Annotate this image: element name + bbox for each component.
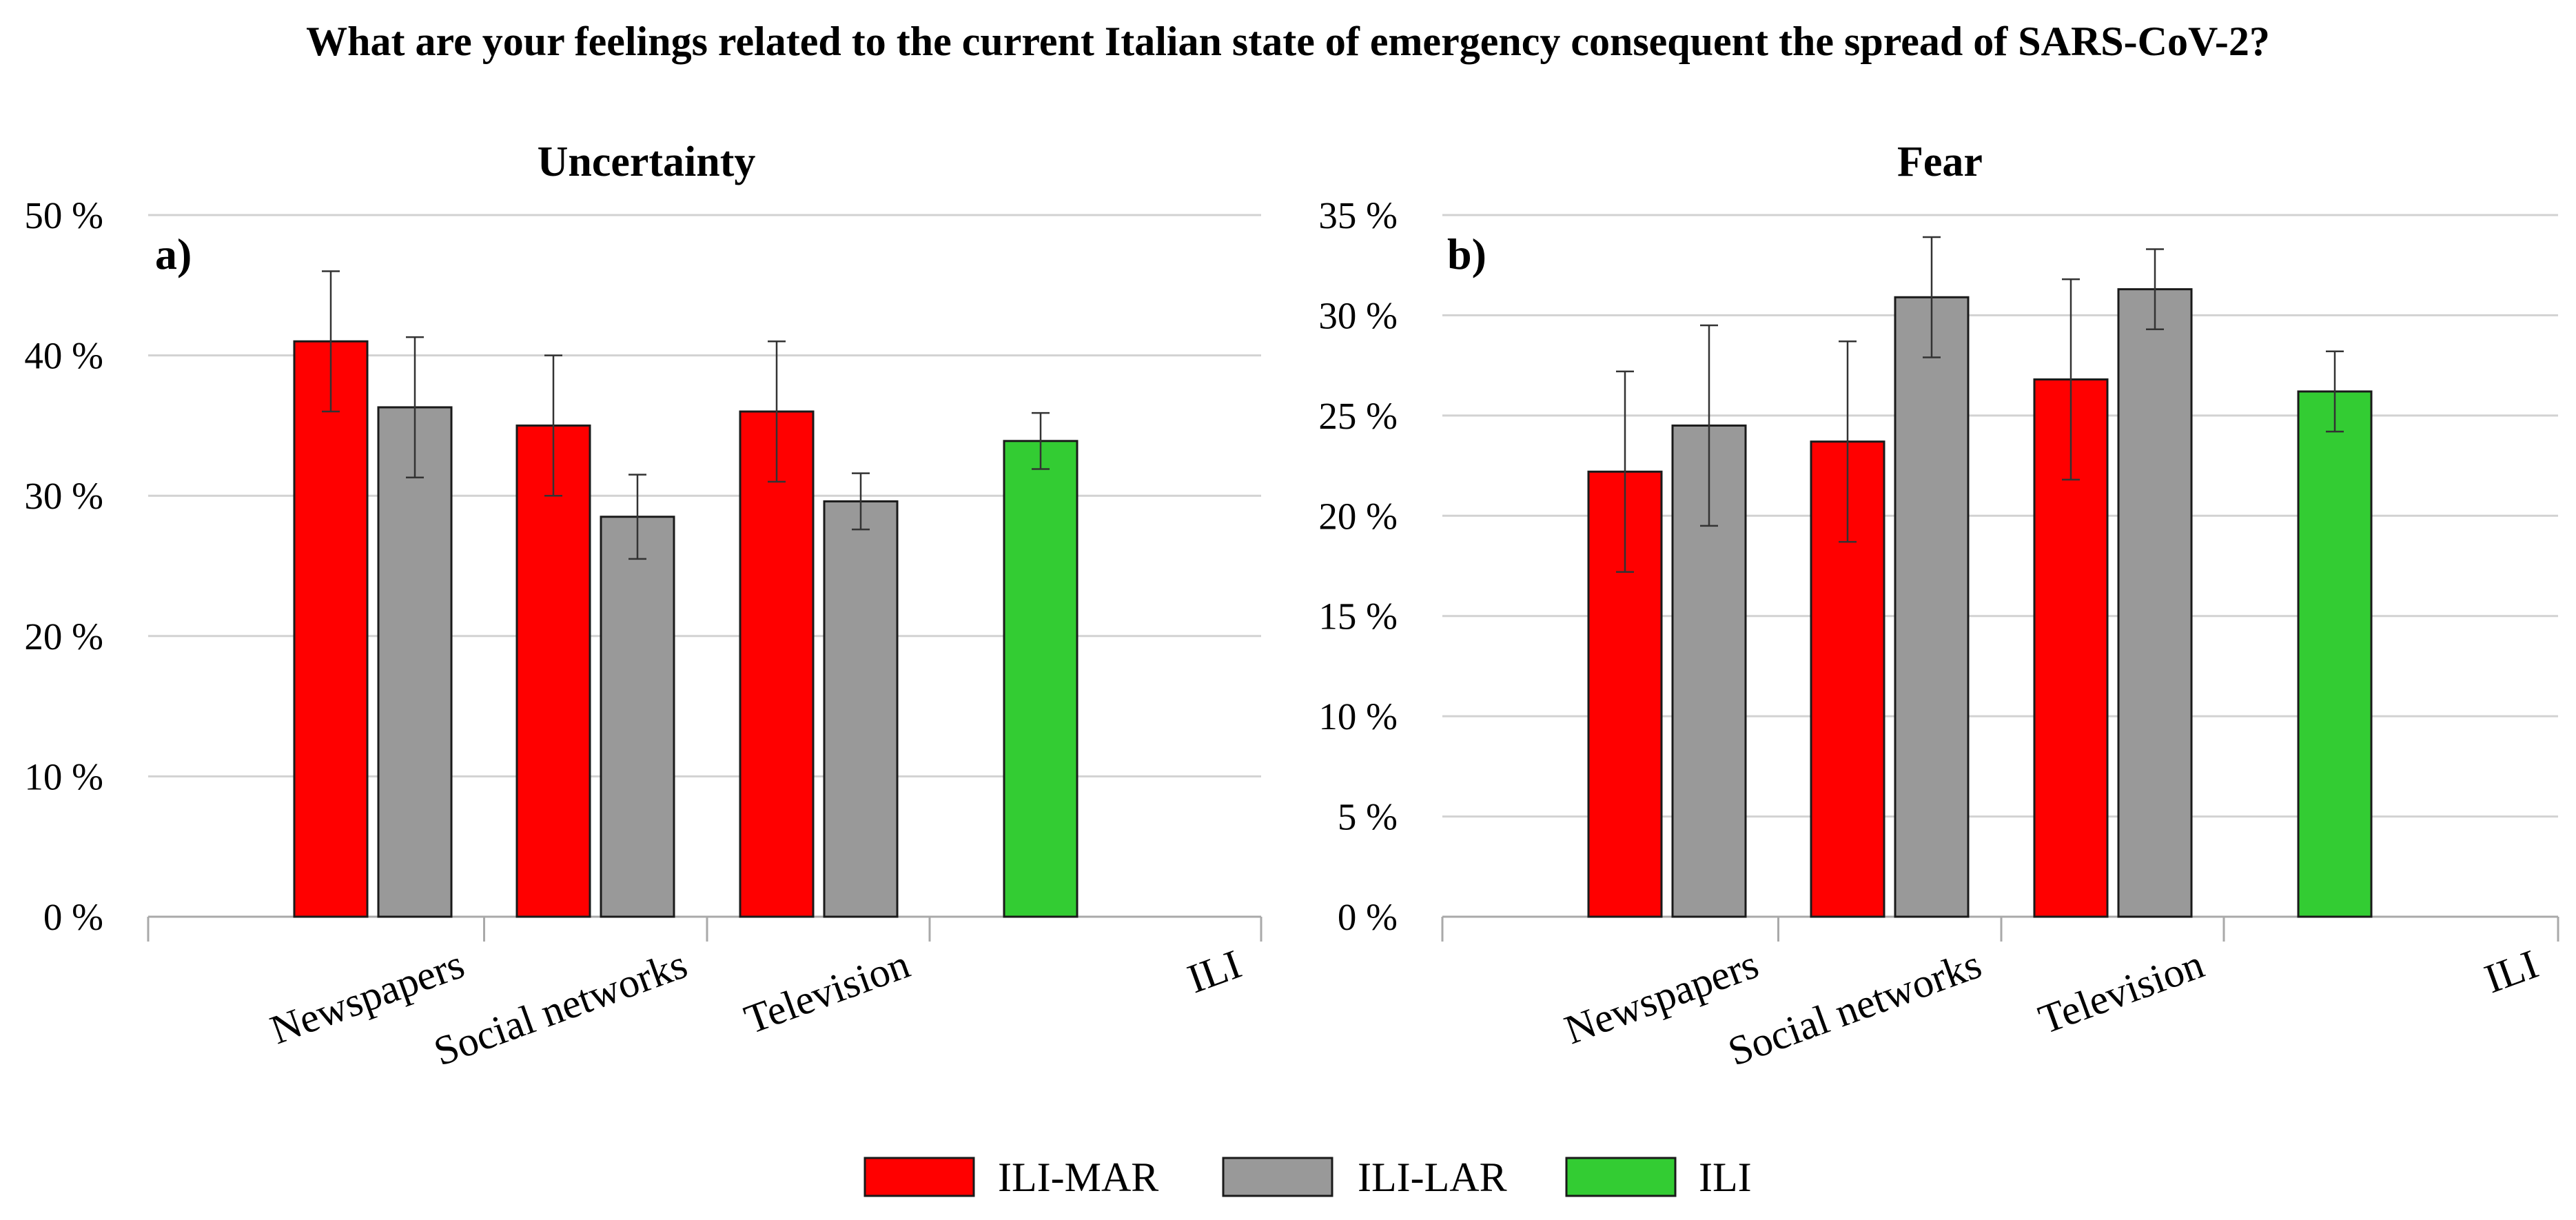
error-bar-ili-lar-television [2146,248,2164,331]
y-tick-label: 5 % [1338,796,1398,838]
bar-ili-lar-social-networks [1894,296,1970,918]
x-tick-label-ili: ILI [2479,941,2544,1002]
error-bar-ili-mar-social-networks [544,354,562,497]
error-bar-ili-mar-television [2062,278,2080,481]
bar-ili-ili [2297,390,2373,918]
error-bar-ili-lar-newspapers [1700,324,1718,527]
y-tick-label: 20 % [1318,495,1398,537]
error-bar-ili-lar-social-networks [628,474,646,560]
y-tick-label: 0 % [1338,896,1398,938]
panel-title-fear: Fear [1897,139,1983,185]
bar-ili-ili [1003,440,1079,918]
legend-item-ili-lar: ILI-LAR [1222,1155,1507,1200]
legend-swatch-ili [1565,1157,1677,1197]
chart-panel-fear: Fear b) 0 %5 %10 %15 %20 %25 %30 %35 %Ne… [1318,139,2559,1075]
y-tick-label: 20 % [24,616,103,658]
y-tick-label: 30 % [1318,294,1398,336]
bar-ili-mar-social-networks [515,424,591,918]
legend-item-ili: ILI [1565,1155,1752,1200]
error-bar-ili-lar-television [852,472,870,531]
legend-item-ili-mar: ILI-MAR [863,1155,1158,1200]
panel-label-b: b) [1447,230,1486,278]
legend-swatch-ili-lar [1222,1157,1333,1197]
y-tick-label: 35 % [1318,194,1398,236]
x-tick-label-television: Television [2033,941,2210,1042]
y-tick-label: 15 % [1318,596,1398,638]
bar-ili-lar-television [823,500,899,918]
legend-swatch-ili-mar [863,1157,975,1197]
y-tick-label: 10 % [24,755,103,797]
bar-ili-lar-newspapers [377,406,453,918]
error-bar-ili-mar-newspapers [1616,370,1634,573]
y-tick-label: 30 % [24,475,103,517]
bar-ili-lar-social-networks [600,516,675,918]
legend-label-ili: ILI [1699,1155,1752,1200]
error-bar-ili-lar-social-networks [1923,236,1941,358]
panel-title-uncertainty: Uncertainty [538,139,756,185]
legend-label-ili-lar: ILI-LAR [1358,1155,1507,1200]
error-bar-ili-ili [1032,411,1050,470]
y-tick-label: 40 % [24,335,103,377]
figure-title: What are your feelings related to the cu… [306,19,2270,64]
x-tick-label-social-networks: Social networks [1722,941,1987,1075]
y-tick-label: 25 % [1318,395,1398,437]
chart-legend: ILI-MAR ILI-LAR ILI [863,1155,1752,1200]
error-bar-ili-mar-newspapers [322,270,340,413]
error-bar-ili-lar-newspapers [406,336,424,478]
x-tick-label-social-networks: Social networks [428,941,693,1075]
bar-ili-mar-newspapers [293,340,369,918]
error-bar-ili-mar-television [768,340,786,483]
bar-ili-lar-television [2117,288,2193,918]
y-tick-label: 50 % [24,194,103,236]
error-bar-ili-mar-social-networks [1839,340,1857,543]
chart-panel-uncertainty: Uncertainty a) 0 %10 %20 %30 %40 %50 %Ne… [24,139,1263,1075]
panel-label-a: a) [155,230,192,278]
x-tick-label-television: Television [739,941,916,1042]
x-tick-label-ili: ILI [1182,941,1247,1002]
error-bar-ili-ili [2326,350,2344,433]
legend-label-ili-mar: ILI-MAR [998,1155,1158,1200]
y-tick-label: 10 % [1318,695,1398,738]
y-tick-label: 0 % [43,896,103,938]
bar-ili-mar-television [739,410,815,918]
